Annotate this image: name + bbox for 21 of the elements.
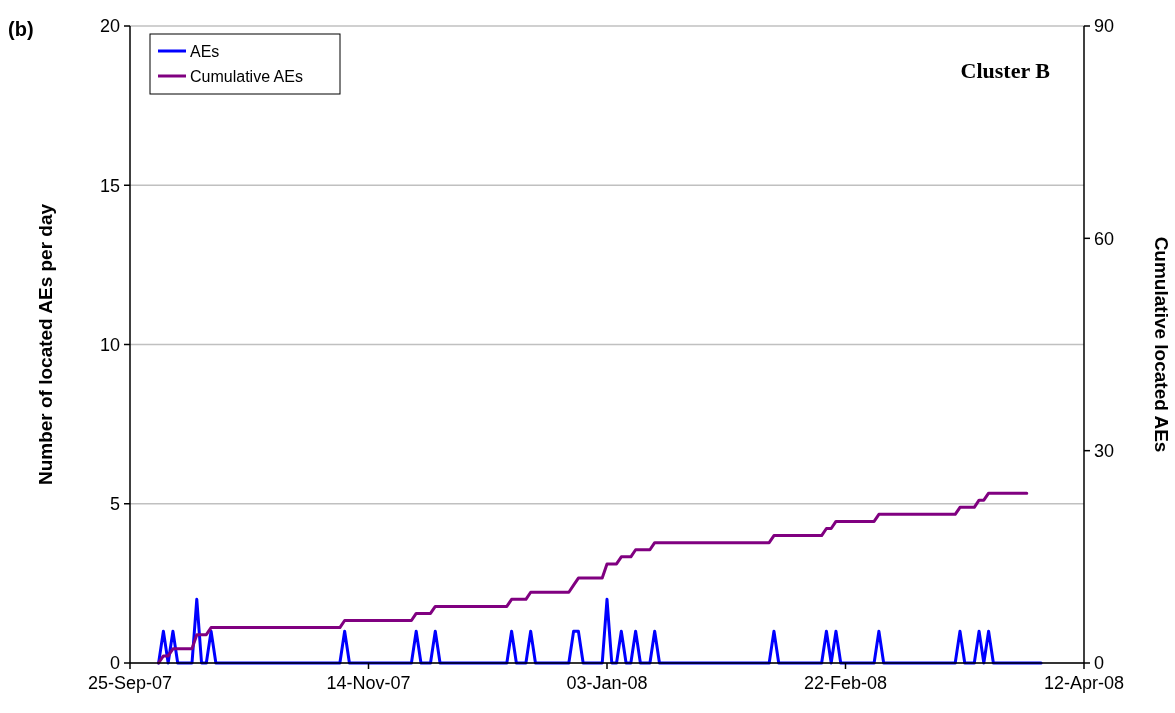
line-series — [157, 491, 1029, 665]
y2-tick-label: 0 — [1094, 653, 1105, 674]
x-tick-label: 14-Nov-07 — [326, 673, 411, 693]
y-tick-label: 15 — [99, 175, 120, 196]
x-tick-label: 22-Feb-08 — [803, 673, 888, 693]
y2-tick-label: 60 — [1094, 228, 1115, 249]
y-tick-label: 5 — [109, 494, 120, 515]
y2-tick-label: 90 — [1094, 16, 1115, 37]
y2-tick-label: 30 — [1094, 440, 1115, 461]
legend-label: Cumulative AEs — [190, 67, 303, 85]
y-axis-title: Number of located AEs per day — [35, 203, 56, 486]
annotation: Cluster B — [960, 58, 1051, 83]
y2-axis-title: Cumulative located AEs — [1151, 236, 1172, 453]
legend-label: AEs — [190, 42, 220, 60]
x-tick-label: 25-Sep-07 — [87, 673, 173, 693]
x-tick-label: 12-Apr-08 — [1043, 673, 1125, 693]
x-tick-label: 03-Jan-08 — [566, 673, 648, 693]
y-tick-label: 0 — [109, 653, 120, 674]
y-tick-label: 10 — [99, 334, 120, 355]
y-tick-label: 20 — [99, 16, 120, 37]
text: (b) — [8, 18, 34, 40]
